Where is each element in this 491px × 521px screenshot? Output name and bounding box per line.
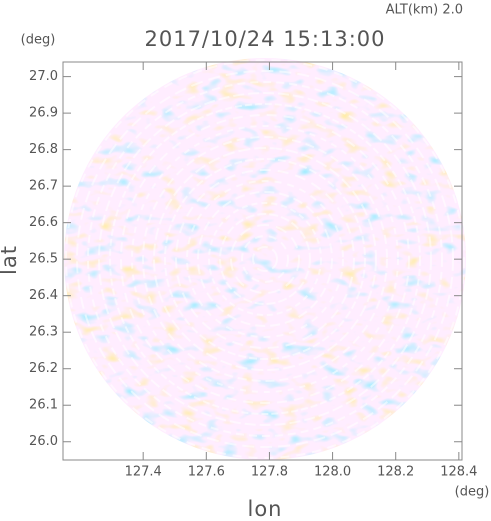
- x-tick-label: 127.4: [125, 465, 162, 480]
- y-tick-label: 26.4: [29, 288, 58, 303]
- y-tick-label: 26.5: [29, 252, 58, 267]
- y-unit: (deg): [21, 33, 56, 48]
- subtitle: ALT(km) 2.0: [386, 3, 463, 18]
- y-tick-label: 26.1: [29, 398, 58, 413]
- range-ring: [120, 114, 410, 404]
- echo-field: [64, 58, 466, 460]
- range-ring: [175, 169, 355, 349]
- range-ring: [230, 224, 300, 294]
- y-tick-label: 26.3: [29, 325, 58, 340]
- range-ring: [153, 147, 377, 371]
- range-ring: [208, 202, 322, 316]
- plot-area: [64, 58, 466, 460]
- x-axis-label: lon: [248, 497, 283, 521]
- range-ring: [164, 158, 366, 360]
- y-tick-label: 26.0: [29, 434, 58, 449]
- x-tick-label: 128.0: [314, 465, 351, 480]
- x-tick-label: 127.8: [251, 465, 288, 480]
- y-tick-label: 27.0: [29, 69, 58, 84]
- range-ring: [219, 213, 311, 305]
- x-tick-label: 128.4: [440, 465, 477, 480]
- x-tick-label: 127.6: [188, 465, 225, 480]
- y-tick-label: 26.2: [29, 361, 58, 376]
- range-ring: [252, 246, 278, 272]
- y-tick-label: 26.7: [29, 179, 58, 194]
- y-tick-label: 26.6: [29, 215, 58, 230]
- range-ring: [76, 70, 454, 448]
- range-ring: [142, 136, 388, 382]
- range-ring: [87, 81, 443, 437]
- y-tick-label: 26.8: [29, 142, 58, 157]
- chart-title: 2017/10/24 15:13:00: [144, 27, 385, 51]
- range-ring: [131, 125, 399, 393]
- y-axis-label: lat: [0, 245, 21, 275]
- range-ring: [98, 92, 432, 426]
- range-ring: [186, 180, 344, 338]
- x-tick-label: 128.2: [377, 465, 414, 480]
- y-tick-label: 26.9: [29, 106, 58, 121]
- axes-frame: [62, 61, 463, 461]
- range-ring: [109, 103, 421, 415]
- range-ring: [241, 235, 289, 283]
- x-unit: (deg): [455, 485, 490, 500]
- range-ring: [197, 191, 333, 327]
